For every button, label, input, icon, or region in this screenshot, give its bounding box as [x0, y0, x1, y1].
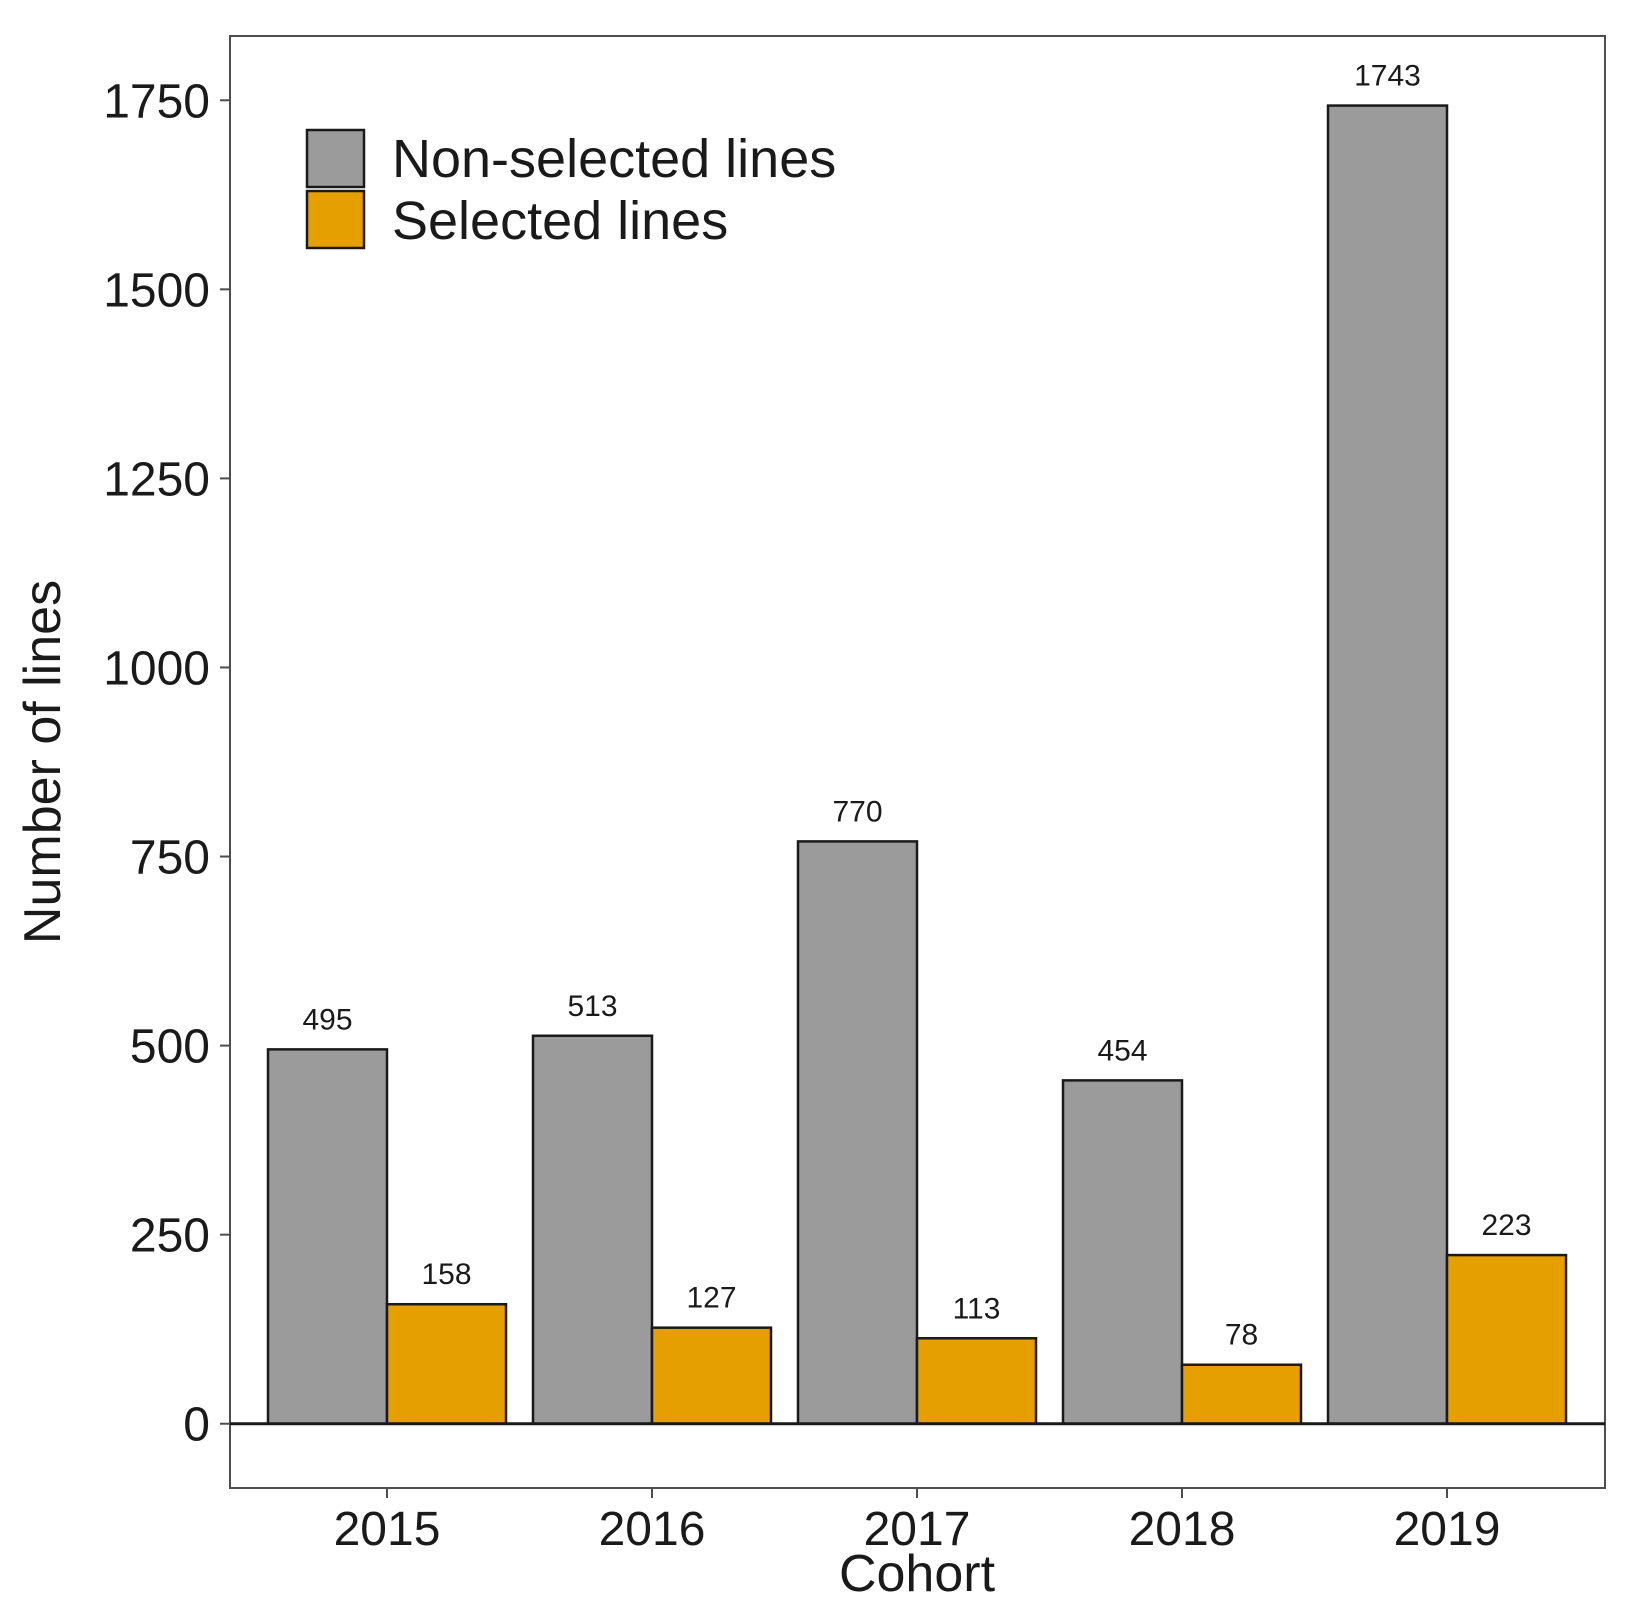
bar-non-selected-2017	[796, 840, 919, 1425]
legend-swatch-selected	[305, 189, 366, 250]
x-tick-label-2019: 2019	[1394, 1503, 1501, 1556]
y-tick-label-250: 250	[130, 1210, 210, 1263]
y-tick-label-0: 0	[183, 1399, 210, 1452]
y-axis: 0 250 500 750 1000 1250 1500 1750	[103, 75, 230, 1452]
legend-label-non-selected: Non-selected lines	[392, 129, 836, 189]
value-label-selected-2017: 113	[953, 1292, 1001, 1325]
legend-label-selected: Selected lines	[392, 191, 728, 251]
value-labels-layer: 495 513 770 454 1743 158 127 113 78 223	[302, 60, 1531, 1352]
x-axis-title: Cohort	[839, 1545, 996, 1603]
bar-selected-2019	[1445, 1253, 1568, 1425]
value-label-non-selected-2015: 495	[302, 1003, 352, 1036]
bar-selected-2017	[915, 1337, 1038, 1425]
bar-non-selected-2016	[531, 1034, 654, 1425]
value-label-selected-2019: 223	[1481, 1209, 1531, 1242]
bar-non-selected-2019	[1326, 104, 1449, 1425]
value-label-selected-2015: 158	[421, 1258, 471, 1291]
x-tick-label-2018: 2018	[1129, 1503, 1236, 1556]
bars-layer	[266, 104, 1568, 1425]
legend: Non-selected lines Selected lines	[305, 128, 836, 251]
value-label-non-selected-2018: 454	[1097, 1034, 1147, 1067]
bar-non-selected-2015	[266, 1048, 389, 1425]
value-label-selected-2016: 127	[686, 1282, 736, 1315]
x-tick-label-2017: 2017	[864, 1503, 971, 1556]
value-label-non-selected-2019: 1743	[1354, 60, 1421, 93]
value-label-selected-2018: 78	[1225, 1319, 1258, 1352]
y-tick-label-750: 750	[130, 832, 210, 885]
bar-selected-2018	[1180, 1363, 1303, 1425]
y-tick-label-1750: 1750	[103, 75, 210, 128]
bar-selected-2016	[650, 1326, 773, 1425]
x-tick-label-2015: 2015	[334, 1503, 441, 1556]
x-tick-label-2016: 2016	[599, 1503, 706, 1556]
x-axis: 2015 2016 2017 2018 2019	[334, 1488, 1501, 1556]
y-tick-label-1250: 1250	[103, 453, 210, 506]
y-tick-label-500: 500	[130, 1021, 210, 1074]
y-axis-title: Number of lines	[14, 580, 72, 944]
value-label-non-selected-2016: 513	[567, 990, 617, 1023]
y-tick-label-1500: 1500	[103, 264, 210, 317]
y-tick-label-1000: 1000	[103, 642, 210, 695]
value-label-non-selected-2017: 770	[832, 795, 882, 828]
legend-swatch-non-selected	[305, 128, 366, 189]
bar-selected-2015	[385, 1302, 508, 1425]
bar-non-selected-2018	[1061, 1079, 1184, 1425]
